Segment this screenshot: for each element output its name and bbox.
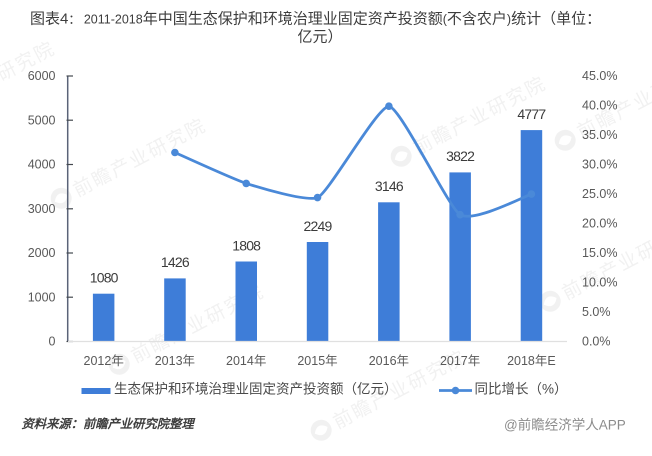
svg-text:2249: 2249 — [304, 218, 333, 234]
svg-text:35.0%: 35.0% — [582, 128, 617, 142]
svg-text:2012年: 2012年 — [84, 354, 124, 368]
svg-text:4000: 4000 — [28, 158, 56, 172]
svg-text:生态保护和环境治理业固定资产投资额（亿元）: 生态保护和环境治理业固定资产投资额（亿元） — [114, 382, 398, 397]
svg-text:10.0%: 10.0% — [582, 276, 617, 290]
svg-text:2014年: 2014年 — [226, 354, 266, 368]
svg-text:6000: 6000 — [28, 69, 56, 83]
svg-text:2015年: 2015年 — [297, 354, 337, 368]
svg-text:3146: 3146 — [375, 178, 404, 194]
svg-text:3000: 3000 — [28, 202, 56, 216]
svg-text:0.0%: 0.0% — [582, 335, 611, 349]
svg-text:25.0%: 25.0% — [582, 187, 617, 201]
svg-text:亿元）: 亿元） — [297, 29, 342, 46]
svg-text:2016年: 2016年 — [369, 354, 409, 368]
svg-text:1080: 1080 — [90, 270, 119, 286]
svg-text:0: 0 — [49, 335, 56, 349]
svg-text:45.0%: 45.0% — [582, 69, 617, 83]
svg-text:同比增长（%）: 同比增长（%） — [475, 382, 568, 397]
svg-text:1808: 1808 — [232, 237, 261, 253]
svg-text:资料来源：前瞻产业研究院整理: 资料来源：前瞻产业研究院整理 — [22, 417, 197, 431]
svg-text:4777: 4777 — [517, 106, 546, 122]
svg-text:1000: 1000 — [28, 290, 56, 304]
svg-text:2018年E: 2018年E — [507, 354, 556, 368]
svg-text:@前瞻经济学人APP: @前瞻经济学人APP — [504, 417, 626, 433]
svg-text:图表4：2011-2018年中国生态保护和环境治理业固定资产: 图表4： 2011-2018年中国生态保护和环境治理业固定资产投资额(不含农户)统… — [30, 10, 601, 28]
svg-text:15.0%: 15.0% — [582, 246, 617, 260]
svg-text:40.0%: 40.0% — [582, 99, 617, 113]
svg-text:1426: 1426 — [161, 254, 190, 270]
svg-text:30.0%: 30.0% — [582, 158, 617, 172]
svg-text:5000: 5000 — [28, 114, 56, 128]
svg-text:3822: 3822 — [446, 148, 475, 164]
svg-text:5.0%: 5.0% — [582, 305, 611, 319]
svg-text:2017年: 2017年 — [440, 354, 480, 368]
svg-text:2013年: 2013年 — [155, 354, 195, 368]
svg-text:20.0%: 20.0% — [582, 217, 617, 231]
svg-text:2000: 2000 — [28, 246, 56, 260]
